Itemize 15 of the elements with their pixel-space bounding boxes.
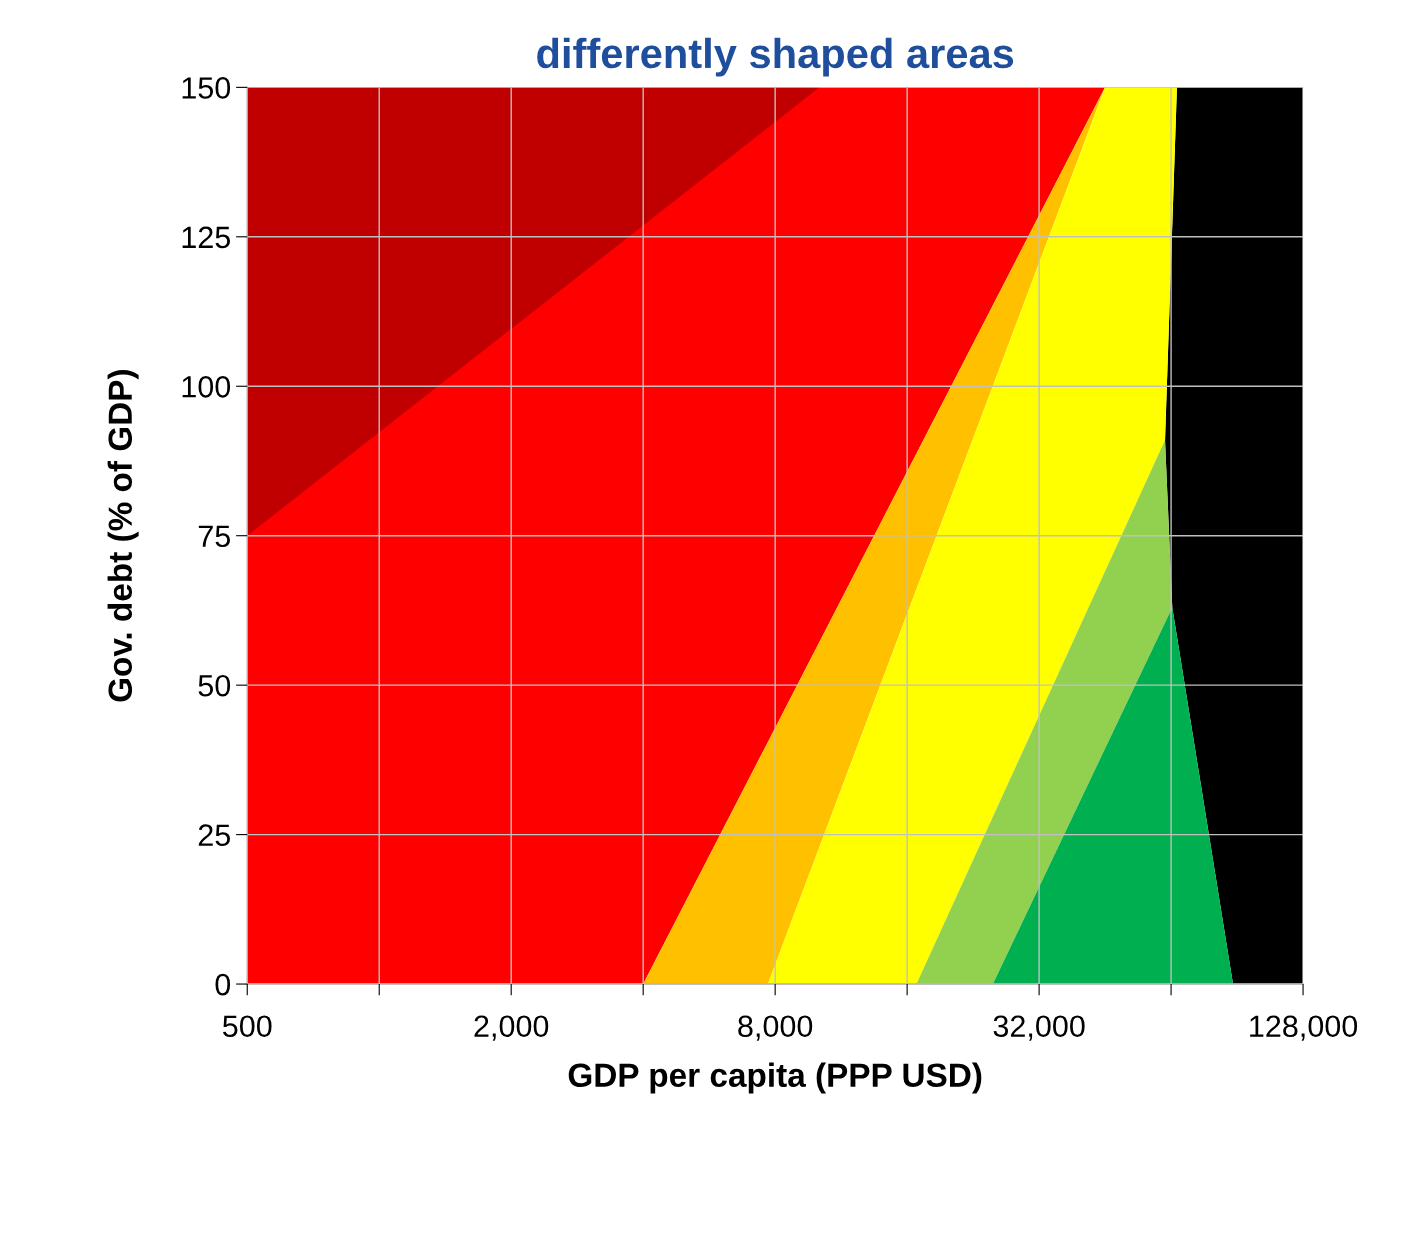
y-tick-label: 100 (182, 375, 231, 398)
y-tick-label: 125 (182, 226, 231, 249)
x-tick-label: 32,000 (993, 1015, 1085, 1041)
x-axis-title: GDP per capita (PPP USD) (568, 1062, 982, 1094)
x-tick-label: 2,000 (474, 1015, 549, 1041)
y-axis-title: Gov. debt (% of GDP) (107, 370, 139, 702)
y-tick-label: 25 (198, 824, 230, 846)
chart-title: differently shaped areas (537, 37, 1014, 77)
x-tick-label: 500 (222, 1015, 272, 1038)
x-tick-label: 128,000 (1250, 1015, 1358, 1041)
y-tick-label: 50 (198, 674, 231, 697)
y-tick-label: 150 (182, 77, 231, 99)
x-tick-label: 8,000 (738, 1015, 813, 1041)
y-tick-label: 0 (215, 973, 231, 996)
y-tick-label: 75 (198, 525, 230, 548)
